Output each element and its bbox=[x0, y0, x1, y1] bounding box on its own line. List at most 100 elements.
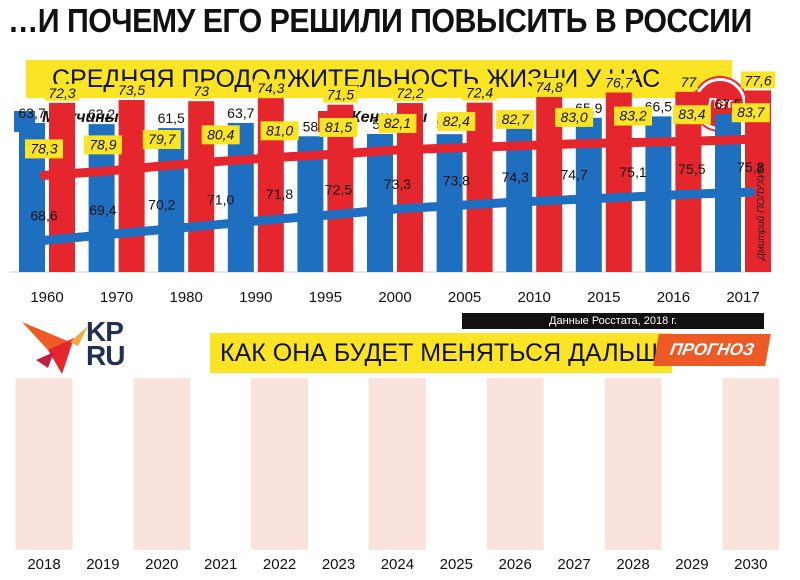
bar-value-label-bg bbox=[678, 72, 698, 90]
bar-value-label-bg bbox=[462, 83, 497, 101]
point-value-label: 83,2 bbox=[619, 108, 646, 124]
x-tick-label: 2020 bbox=[145, 556, 178, 573]
bar-value-label: 72,4 bbox=[466, 85, 493, 101]
point-value-label: 80,4 bbox=[207, 126, 234, 142]
x-tick-label: 2024 bbox=[381, 556, 414, 573]
column-stripe bbox=[251, 378, 309, 550]
point-value-label: 79,7 bbox=[148, 131, 176, 147]
forecast-label: ПРОГНОЗ bbox=[668, 340, 756, 359]
bar-men bbox=[367, 133, 393, 272]
bar-value-label: 58 bbox=[303, 118, 319, 134]
x-tick-label: 2000 bbox=[378, 289, 411, 306]
x-tick-label: 2005 bbox=[448, 289, 481, 306]
bar-value-label-bg bbox=[740, 71, 776, 89]
x-tick-label: 2023 bbox=[322, 556, 355, 573]
point-value-label: 82,1 bbox=[384, 115, 411, 131]
bar-value-label: 61,5 bbox=[158, 110, 185, 126]
bar-women bbox=[118, 100, 145, 272]
x-tick-label: 2030 bbox=[734, 556, 767, 573]
column-stripe bbox=[486, 378, 544, 550]
bar-value-label-bg bbox=[114, 81, 149, 99]
bar-value-label: 72,2 bbox=[396, 85, 423, 101]
section-title-forecast: КАК ОНА БУДЕТ МЕНЯТЬСЯ ДАЛЬШЕ bbox=[210, 333, 675, 373]
point-label-bg bbox=[672, 105, 711, 125]
point-label-bg bbox=[260, 121, 299, 141]
column-stripe bbox=[722, 378, 780, 550]
bar-value-label: 63,7 bbox=[18, 105, 45, 121]
point-value-label: 71,8 bbox=[266, 186, 293, 202]
point-value-label: 73,8 bbox=[443, 173, 470, 189]
bar-value-label: 72,3 bbox=[48, 85, 75, 101]
bar-value-label: 74,3 bbox=[257, 80, 284, 96]
column-stripe bbox=[604, 378, 662, 550]
bar-value-label: 73,5 bbox=[118, 82, 145, 98]
x-tick-label: 1970 bbox=[100, 289, 133, 306]
x-tick-label: 2027 bbox=[557, 556, 590, 573]
point-label-bg bbox=[83, 135, 122, 155]
bar-value-label: 76,7 bbox=[605, 75, 633, 91]
point-value-label: 70,2 bbox=[148, 197, 175, 213]
bar-value-label-bg bbox=[191, 82, 211, 100]
point-value-label: 81,5 bbox=[325, 119, 352, 135]
point-label-bg bbox=[378, 113, 417, 133]
x-tick-label: 1995 bbox=[309, 289, 342, 306]
line-men bbox=[39, 187, 756, 245]
column-stripe bbox=[15, 378, 73, 550]
point-label-bg bbox=[731, 103, 770, 123]
point-value-label: 81,0 bbox=[266, 122, 293, 138]
bar-value-label-bg bbox=[392, 84, 428, 102]
x-tick-label: 2019 bbox=[86, 556, 119, 573]
point-label-bg bbox=[614, 106, 652, 126]
bar-value-label-bg bbox=[253, 79, 288, 97]
point-label-bg bbox=[142, 130, 181, 150]
forecast-tag: ПРОГНОЗ bbox=[653, 334, 771, 366]
data-source: Данные Росстата, 2018 г. bbox=[462, 313, 764, 329]
x-tick-label: 2028 bbox=[616, 556, 649, 573]
point-value-label: 82,4 bbox=[443, 113, 470, 129]
point-value-label: 71,0 bbox=[207, 191, 234, 207]
bar-value-label: 63,2 bbox=[88, 106, 115, 122]
point-value-label: 72,5 bbox=[325, 181, 352, 197]
point-label-bg bbox=[319, 117, 358, 137]
x-tick-label: 2025 bbox=[440, 556, 473, 573]
point-value-label: 73,3 bbox=[384, 176, 411, 192]
point-value-label: 83,7 bbox=[737, 104, 765, 120]
x-tick-label: 1990 bbox=[239, 289, 272, 306]
bar-value-label-bg bbox=[323, 85, 358, 103]
point-value-label: 75,1 bbox=[619, 164, 646, 180]
x-tick-label: 1980 bbox=[170, 289, 203, 306]
x-tick-label: 2010 bbox=[518, 289, 551, 306]
bar-value-label-bg bbox=[601, 73, 636, 91]
point-value-label: 68,6 bbox=[30, 207, 57, 223]
x-tick-label: 2021 bbox=[204, 556, 237, 573]
point-value-label: 69,4 bbox=[89, 202, 116, 218]
point-label-bg bbox=[201, 125, 240, 145]
point-value-label: 75,8 bbox=[737, 159, 764, 175]
x-tick-label: 2022 bbox=[263, 556, 296, 573]
column-stripe bbox=[133, 378, 191, 550]
line-women bbox=[39, 134, 756, 180]
kp-logo: KP RU bbox=[86, 316, 125, 371]
x-tick-label: 2018 bbox=[27, 556, 60, 573]
x-tick-label: 2015 bbox=[587, 289, 620, 306]
point-label-bg bbox=[437, 111, 476, 131]
point-value-label: 75,5 bbox=[678, 161, 705, 177]
point-value-label: 83,4 bbox=[678, 106, 705, 122]
logo-line-1: KP bbox=[86, 316, 124, 347]
bar-value-label-bg bbox=[44, 83, 80, 101]
point-value-label: 74,3 bbox=[502, 169, 529, 185]
page-title: …И ПОЧЕМУ ЕГО РЕШИЛИ ПОВЫСИТЬ В РОССИИ bbox=[8, 2, 752, 39]
point-label-bg bbox=[555, 107, 594, 127]
kp-logo-bird-icon bbox=[22, 322, 88, 374]
point-value-label: 78,3 bbox=[30, 140, 57, 156]
bar-men bbox=[227, 122, 254, 272]
column-stripe bbox=[368, 378, 426, 550]
x-tick-label: 2026 bbox=[499, 556, 532, 573]
bar-value-label: 71,5 bbox=[327, 87, 354, 103]
logo-line-2: RU bbox=[86, 340, 125, 371]
point-label-bg bbox=[25, 139, 63, 159]
point-value-label: 78,9 bbox=[89, 136, 116, 152]
x-tick-label: 1960 bbox=[30, 289, 63, 306]
bar-value-label-bg bbox=[532, 77, 567, 95]
